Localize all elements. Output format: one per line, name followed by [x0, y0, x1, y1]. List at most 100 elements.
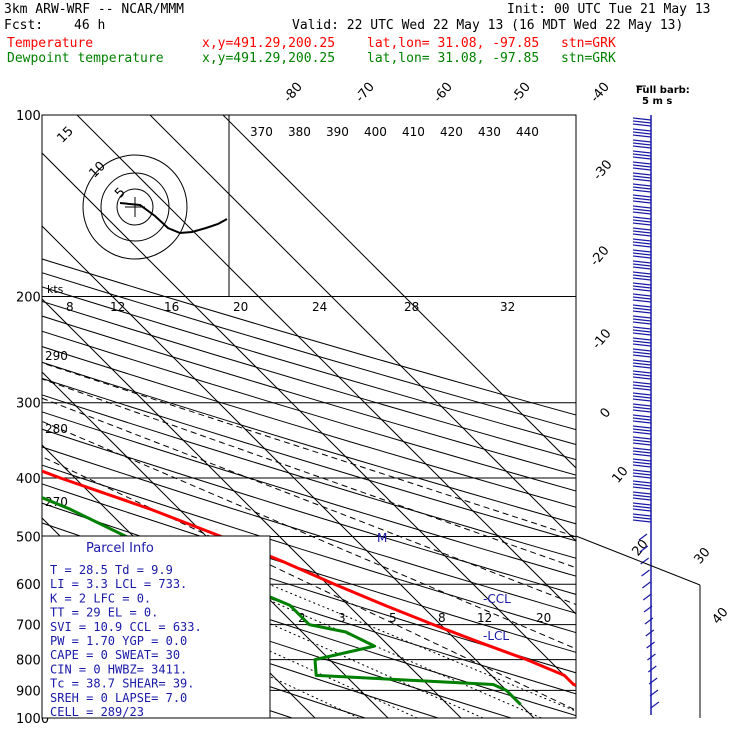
- temperature-station: stn=GRK: [561, 36, 616, 51]
- wind-barb: [632, 519, 652, 523]
- wind-barb: [632, 222, 652, 226]
- plot-frame: [41, 114, 577, 719]
- wind-barb: [632, 296, 652, 300]
- wind-barb: [632, 318, 652, 322]
- dewpoint-profile: [42, 495, 522, 706]
- wind-barb: [644, 617, 654, 625]
- isotherm-label: 0: [597, 405, 614, 421]
- wind-barb: [632, 458, 652, 462]
- hodograph-trace: [119, 202, 228, 235]
- temperature-latlon: lat,lon= 31.08, -97.85: [367, 36, 540, 51]
- wind-barb: [632, 475, 652, 479]
- wind-barb: [632, 480, 652, 484]
- isotherm-label: -80: [281, 80, 306, 106]
- wind-barb: [632, 431, 652, 435]
- wind-barb: [632, 252, 652, 256]
- wind-barb: [632, 505, 652, 509]
- dewpoint-xy: x,y=491.29,200.25: [202, 51, 336, 66]
- dry-adiabat-line: [42, 315, 576, 476]
- wind-barb: [632, 194, 652, 198]
- wind-barb: [632, 420, 652, 424]
- hodograph-ring-label: 15: [55, 124, 77, 146]
- wind-barb: [649, 689, 659, 697]
- mixing-ratio-label: 24: [312, 300, 327, 314]
- wind-barb: [632, 373, 652, 377]
- wind-barb: [632, 497, 652, 501]
- init-time: Init: 00 UTC Tue 21 May 13: [507, 2, 711, 17]
- wind-barb: [632, 428, 652, 432]
- wind-barb: [632, 216, 652, 220]
- wind-barb: [632, 491, 652, 495]
- pressure-tick-label: 600: [16, 578, 41, 593]
- wind-barb: [632, 134, 652, 138]
- temperature-legend: Temperature: [7, 36, 94, 51]
- dry-adiabat-line: [42, 446, 576, 614]
- wind-barb: [650, 701, 660, 709]
- mixing-ratio-line: [232, 583, 542, 718]
- isotherm-label: -70: [353, 80, 378, 106]
- wind-barb: [632, 161, 652, 165]
- wind-barb: [632, 197, 652, 201]
- dewpoint-latlon: lat,lon= 31.08, -97.85: [367, 51, 540, 66]
- wind-barb: [632, 461, 652, 465]
- dry-adiabat-line: [42, 330, 576, 492]
- mixing-ratio-label: 12: [477, 611, 492, 625]
- wind-barb: [632, 288, 652, 292]
- wind-barb: [632, 348, 652, 352]
- wind-barb: [632, 395, 652, 399]
- mixing-ratio-label: 32: [500, 300, 515, 314]
- wind-barb: [632, 260, 652, 264]
- wind-barb: [647, 653, 656, 661]
- wind-barb: [632, 340, 652, 344]
- wind-barb: [632, 387, 652, 391]
- valid-time: Valid: 22 UTC Wed 22 May 13 (16 MDT Wed …: [292, 18, 684, 33]
- wind-barb: [632, 186, 652, 190]
- wind-barb: [632, 326, 652, 330]
- mixing-ratio-label: 8: [438, 611, 446, 625]
- mark-label: M: [377, 531, 387, 545]
- wind-barb: [632, 516, 652, 520]
- wind-barb: [632, 139, 652, 143]
- mixing-ratio-label: 28: [404, 300, 419, 314]
- parcel-info-row: LI = 3.3 LCL = 733.: [50, 577, 187, 591]
- wind-barb: [632, 123, 652, 127]
- pressure-tick-label: 900: [16, 684, 41, 699]
- hodograph-ring-label: 5: [112, 185, 128, 201]
- parcel-info-row: SVI = 10.9 CCL = 633.: [50, 620, 202, 634]
- barb-legend-label: Full barb:: [636, 85, 690, 96]
- barb-legend-unit: 5 m s: [642, 96, 672, 107]
- wind-barb: [632, 329, 652, 333]
- parcel-info-row: K = 2 LFC = 0.: [50, 591, 151, 605]
- wind-barb: [632, 307, 652, 311]
- wind-barb: [632, 337, 652, 341]
- wind-barb: [642, 593, 652, 601]
- wind-barb: [632, 464, 652, 468]
- wind-barb: [632, 145, 652, 149]
- wind-barb: [640, 557, 650, 565]
- wind-barb: [632, 343, 652, 347]
- parcel-info-row: Tc = 38.7 SHEAR= 39.: [50, 677, 195, 691]
- wind-barb: [632, 321, 652, 325]
- wind-barb: [632, 219, 652, 223]
- theta-label: 420: [440, 125, 463, 139]
- isotherm-line: [76, 115, 576, 615]
- wind-barb: [632, 469, 652, 473]
- wind-barb: [632, 370, 652, 374]
- wind-barb: [632, 282, 652, 286]
- isotherm-label: 30: [691, 545, 713, 567]
- wind-barb: [632, 293, 652, 297]
- hodograph-ring-label: 10: [87, 159, 109, 181]
- wind-barb: [632, 241, 652, 245]
- dry-adiabat-line: [42, 563, 512, 718]
- wind-barb: [632, 189, 652, 193]
- wind-barb: [632, 414, 652, 418]
- dry-adiabat-line: [42, 272, 576, 431]
- dry-adiabat-line: [42, 286, 576, 445]
- moist-adiabat-line: [42, 456, 576, 711]
- hodograph-units-label: kts: [47, 283, 64, 296]
- isotherm-line: [42, 298, 462, 718]
- pressure-tick-label: 100: [16, 109, 41, 124]
- wind-barb: [632, 233, 652, 237]
- moist-adiabat-line: [42, 397, 576, 606]
- wind-barb: [632, 249, 652, 253]
